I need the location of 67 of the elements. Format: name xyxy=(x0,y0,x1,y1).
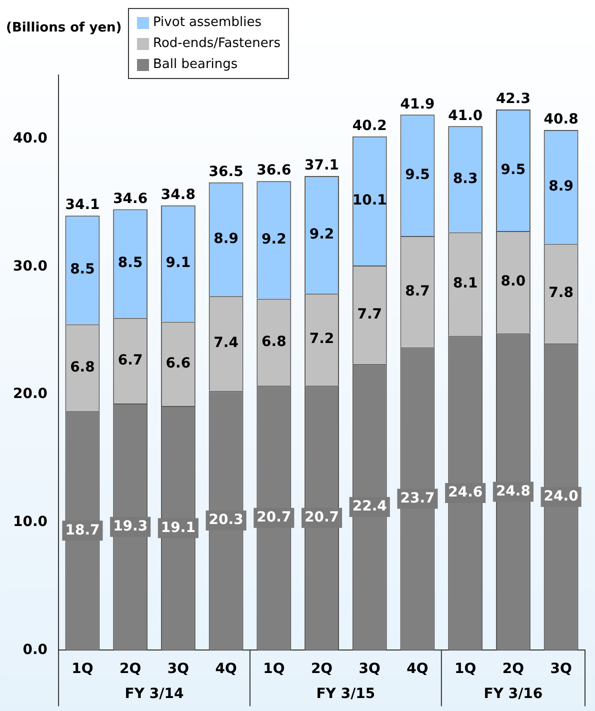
data-label: 7.7 xyxy=(357,306,382,322)
data-label: 24.6 xyxy=(448,484,483,501)
total-label: 36.5 xyxy=(208,164,244,180)
data-label: 8.1 xyxy=(452,276,478,292)
data-label: 9.2 xyxy=(262,232,286,248)
data-label: 7.2 xyxy=(309,331,334,348)
total-label: 40.8 xyxy=(544,112,578,128)
x-tick-label: 1Q xyxy=(454,661,476,678)
data-label: 20.3 xyxy=(208,512,244,528)
data-label: 6.7 xyxy=(118,352,143,368)
legend-label: Rod-ends/Fasteners xyxy=(153,36,280,51)
data-label: 9.2 xyxy=(309,226,334,242)
data-label: 10.1 xyxy=(352,192,387,209)
data-label: 18.7 xyxy=(65,522,100,538)
x-tick-label: 3Q xyxy=(167,661,190,678)
total-label: 34.6 xyxy=(113,190,148,207)
data-label: 9.1 xyxy=(166,255,191,272)
data-label: 8.0 xyxy=(500,274,526,290)
data-label: 20.7 xyxy=(304,510,340,526)
data-label: 24.0 xyxy=(544,488,579,504)
data-label: 6.8 xyxy=(70,359,95,376)
data-label: 8.9 xyxy=(548,178,574,194)
x-tick-label: 2Q xyxy=(310,661,333,678)
data-label: 19.1 xyxy=(160,520,196,536)
data-label: 8.9 xyxy=(214,230,238,247)
data-label: 24.8 xyxy=(496,483,530,500)
data-label: 8.7 xyxy=(405,283,430,300)
data-label: 19.3 xyxy=(113,518,148,534)
data-label: 23.7 xyxy=(400,490,435,506)
x-tick-label: 1Q xyxy=(72,661,94,678)
data-label: 22.4 xyxy=(352,498,388,515)
x-tick-label: 2Q xyxy=(502,661,524,678)
x-tick-label: 4Q xyxy=(215,661,237,678)
data-label: 7.8 xyxy=(548,285,574,302)
x-tick-label: 3Q xyxy=(358,661,381,678)
total-label: 37.1 xyxy=(304,158,340,174)
text: FY 3/16 xyxy=(484,686,543,702)
total-label: 34.8 xyxy=(160,187,196,204)
data-label: 6.6 xyxy=(166,356,191,372)
data-label: 8.5 xyxy=(70,262,95,278)
text: FY 3/14 xyxy=(124,686,184,702)
y-tick-label: 0.0 xyxy=(22,642,48,658)
y-axis-title: (Billions of yen) xyxy=(6,20,122,36)
data-label: 20.7 xyxy=(256,510,292,526)
y-tick-label: 20.0 xyxy=(12,386,48,402)
text: FY 3/15 xyxy=(316,686,376,702)
total-label: 41.9 xyxy=(400,96,435,112)
data-label: 8.5 xyxy=(118,255,143,272)
y-tick-label: 40.0 xyxy=(12,130,48,147)
data-label: 9.5 xyxy=(500,162,526,178)
total-label: 40.2 xyxy=(352,118,387,134)
total-label: 41.0 xyxy=(448,108,483,124)
legend-label: Ball bearings xyxy=(153,57,238,72)
x-tick-label: 3Q xyxy=(550,661,572,678)
x-tick-label: 4Q xyxy=(406,661,428,678)
total-label: 36.6 xyxy=(256,162,292,179)
total-label: 34.1 xyxy=(65,197,100,214)
legend-label: Pivot assemblies xyxy=(153,15,262,30)
data-label: 7.4 xyxy=(214,335,239,352)
y-tick-label: 30.0 xyxy=(12,258,48,274)
y-tick-label: 10.0 xyxy=(12,514,48,530)
data-label: 9.5 xyxy=(405,166,430,183)
total-label: 42.3 xyxy=(496,91,530,108)
data-label: 6.8 xyxy=(262,334,286,350)
data-label: 8.3 xyxy=(452,170,478,187)
x-tick-label: 1Q xyxy=(263,661,285,678)
x-tick-label: 2Q xyxy=(120,661,142,678)
